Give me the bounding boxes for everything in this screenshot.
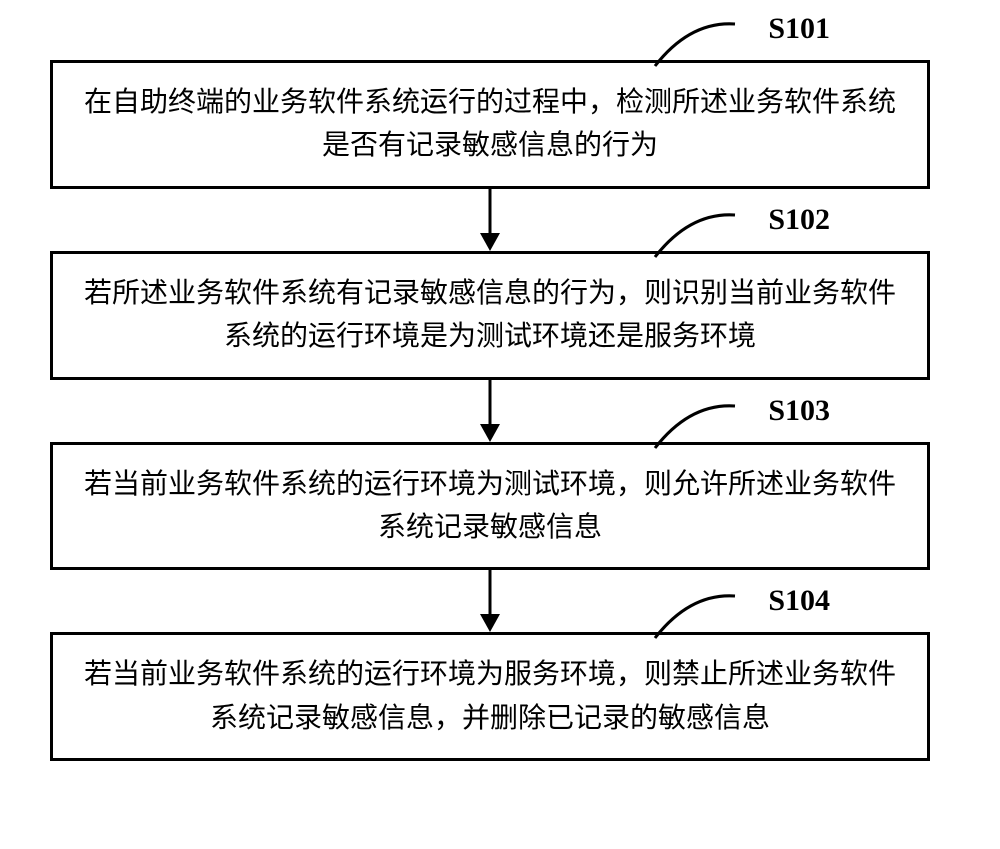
step-box-s103: 若当前业务软件系统的运行环境为测试环境，则允许所述业务软件系统记录敏感信息 [50, 442, 930, 571]
step-text-s104: 若当前业务软件系统的运行环境为服务环境，则禁止所述业务软件系统记录敏感信息，并删… [83, 653, 897, 740]
step-box-s102: 若所述业务软件系统有记录敏感信息的行为，则识别当前业务软件系统的运行环境是为测试… [50, 251, 930, 380]
flowchart-container: S101 在自助终端的业务软件系统运行的过程中，检测所述业务软件系统是否有记录敏… [50, 60, 950, 761]
step-box-s104: 若当前业务软件系统的运行环境为服务环境，则禁止所述业务软件系统记录敏感信息，并删… [50, 632, 930, 761]
step-label-s102: S102 [768, 203, 830, 237]
step-text-s102: 若所述业务软件系统有记录敏感信息的行为，则识别当前业务软件系统的运行环境是为测试… [83, 272, 897, 359]
step-box-s101: 在自助终端的业务软件系统运行的过程中，检测所述业务软件系统是否有记录敏感信息的行… [50, 60, 930, 189]
step-text-s101: 在自助终端的业务软件系统运行的过程中，检测所述业务软件系统是否有记录敏感信息的行… [83, 81, 897, 168]
step-s104: S104 若当前业务软件系统的运行环境为服务环境，则禁止所述业务软件系统记录敏感… [50, 632, 950, 761]
step-label-s103: S103 [768, 394, 830, 428]
step-s103: S103 若当前业务软件系统的运行环境为测试环境，则允许所述业务软件系统记录敏感… [50, 442, 950, 571]
step-s101: S101 在自助终端的业务软件系统运行的过程中，检测所述业务软件系统是否有记录敏… [50, 60, 950, 189]
step-s102: S102 若所述业务软件系统有记录敏感信息的行为，则识别当前业务软件系统的运行环… [50, 251, 950, 380]
step-text-s103: 若当前业务软件系统的运行环境为测试环境，则允许所述业务软件系统记录敏感信息 [83, 463, 897, 550]
step-label-s104: S104 [768, 584, 830, 618]
step-label-s101: S101 [768, 12, 830, 46]
